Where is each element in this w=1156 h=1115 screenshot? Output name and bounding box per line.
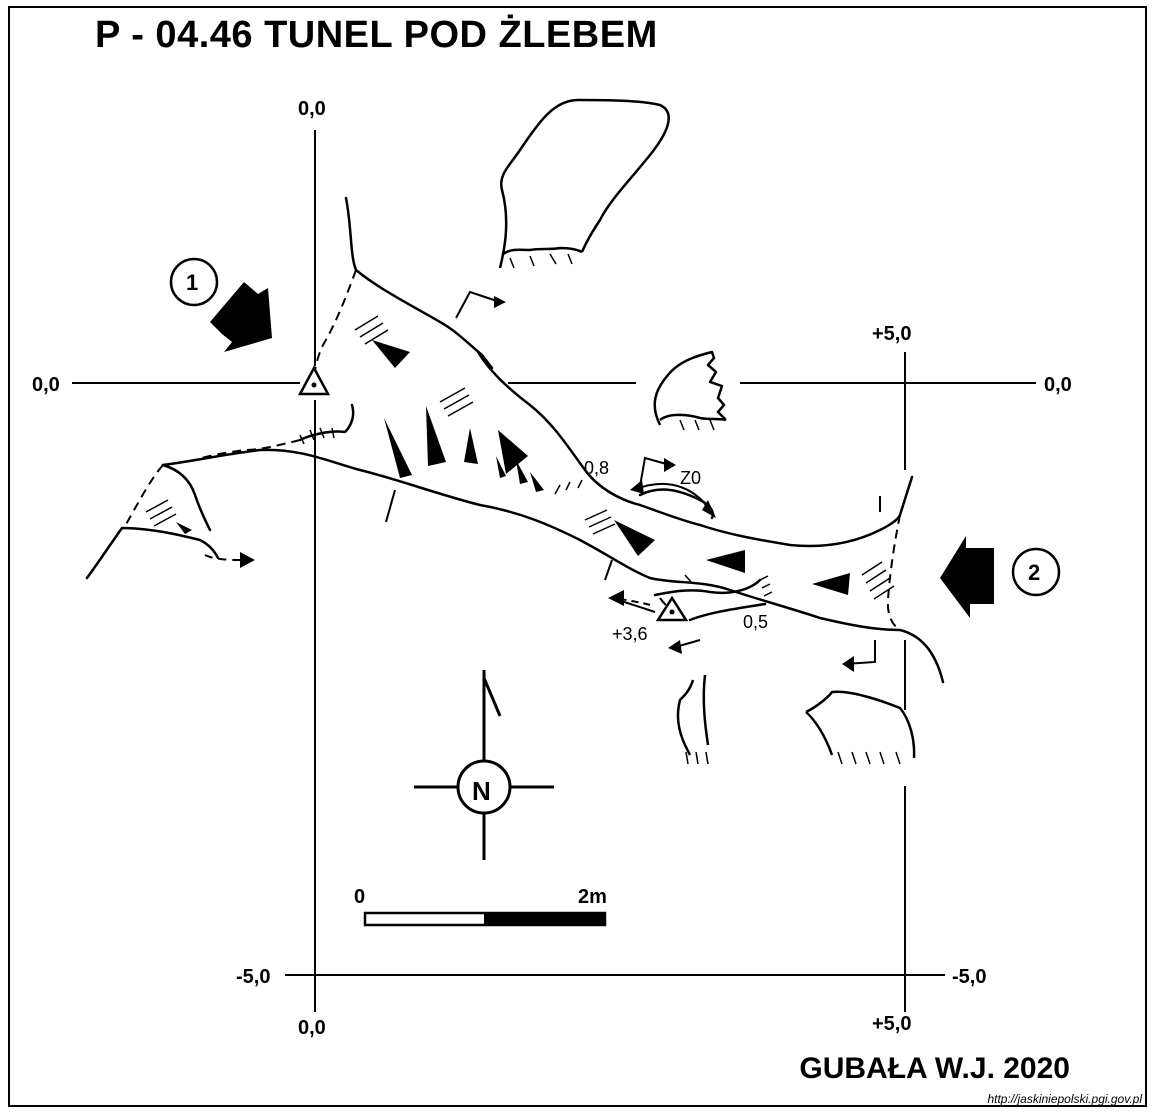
cave-wall-inner bbox=[298, 403, 355, 442]
grid-label-right-y0: 0,0 bbox=[1044, 374, 1072, 396]
entrance-2-circle bbox=[1011, 547, 1061, 597]
section-marks bbox=[385, 489, 881, 581]
cross-section-floor-hatch bbox=[509, 253, 901, 765]
slope-triangles bbox=[176, 340, 850, 595]
cave-wall-passage-sw bbox=[653, 578, 767, 622]
cave-wall-lower bbox=[161, 448, 945, 684]
survey-stations bbox=[297, 365, 689, 622]
cave-wall-upper bbox=[344, 196, 914, 548]
cross-section-d bbox=[805, 690, 916, 759]
cave-wall-left-branch bbox=[85, 463, 220, 580]
threshold-entrance-2 bbox=[886, 514, 901, 631]
threshold-station-2 bbox=[659, 597, 681, 616]
direction-arrows bbox=[204, 290, 876, 665]
cave-walls bbox=[85, 196, 945, 684]
author-credit: GUBAŁA W.J. 2020 bbox=[799, 1052, 1070, 1085]
scale-end-label: 2m bbox=[578, 886, 607, 908]
annotation-z0: Z0 bbox=[680, 468, 701, 488]
entrance-1-arrow bbox=[210, 282, 272, 352]
threshold-branch bbox=[124, 464, 164, 527]
grid-label-bottom-x0: 0,0 bbox=[298, 1017, 326, 1039]
source-url: http://jaskiniepolski.pgi.gov.pl bbox=[987, 1092, 1142, 1106]
cave-wall-crag bbox=[638, 488, 715, 520]
grid-label-x5-upper: +5,0 bbox=[872, 323, 911, 345]
survey-station-1 bbox=[297, 365, 331, 396]
survey-station-2 bbox=[655, 595, 689, 622]
map-frame bbox=[8, 6, 1147, 1107]
threshold-entrance-1 bbox=[313, 269, 357, 376]
entrance-arrows bbox=[210, 282, 994, 618]
entrance-2-number: 2 bbox=[1028, 560, 1040, 585]
arrow-heads bbox=[240, 296, 854, 672]
grid-label-right-ym5: -5,0 bbox=[952, 966, 986, 988]
threshold-left bbox=[194, 439, 301, 461]
cross-sections bbox=[498, 98, 916, 759]
grid-label-left-y0: 0,0 bbox=[32, 374, 60, 396]
scale-bar bbox=[363, 911, 607, 927]
annotation-height-08: 0,8 bbox=[584, 458, 609, 478]
annotation-height-36: +3,6 bbox=[612, 624, 648, 644]
north-label: N bbox=[472, 776, 491, 806]
cross-section-b bbox=[653, 350, 727, 426]
entrance-1-circle bbox=[169, 257, 219, 307]
scale-start-label: 0 bbox=[354, 886, 365, 908]
grid-label-top-x0: 0,0 bbox=[298, 98, 326, 120]
annotation-height-05: 0,5 bbox=[743, 612, 768, 632]
cross-section-a bbox=[498, 98, 670, 269]
grid-label-left-ym5: -5,0 bbox=[236, 966, 270, 988]
entrance-markers bbox=[169, 257, 1061, 597]
slope-hatching bbox=[145, 315, 895, 600]
map-title: P - 04.46 TUNEL POD ŻLEBEM bbox=[95, 14, 658, 56]
coordinate-grid bbox=[72, 130, 1036, 1012]
grid-label-bottom-x5: +5,0 bbox=[872, 1013, 911, 1035]
entrance-2-arrow bbox=[940, 536, 994, 618]
cross-section-c bbox=[676, 674, 710, 756]
entrance-1-number: 1 bbox=[186, 270, 198, 295]
north-circle bbox=[456, 759, 512, 815]
dashed-thresholds bbox=[124, 269, 901, 631]
